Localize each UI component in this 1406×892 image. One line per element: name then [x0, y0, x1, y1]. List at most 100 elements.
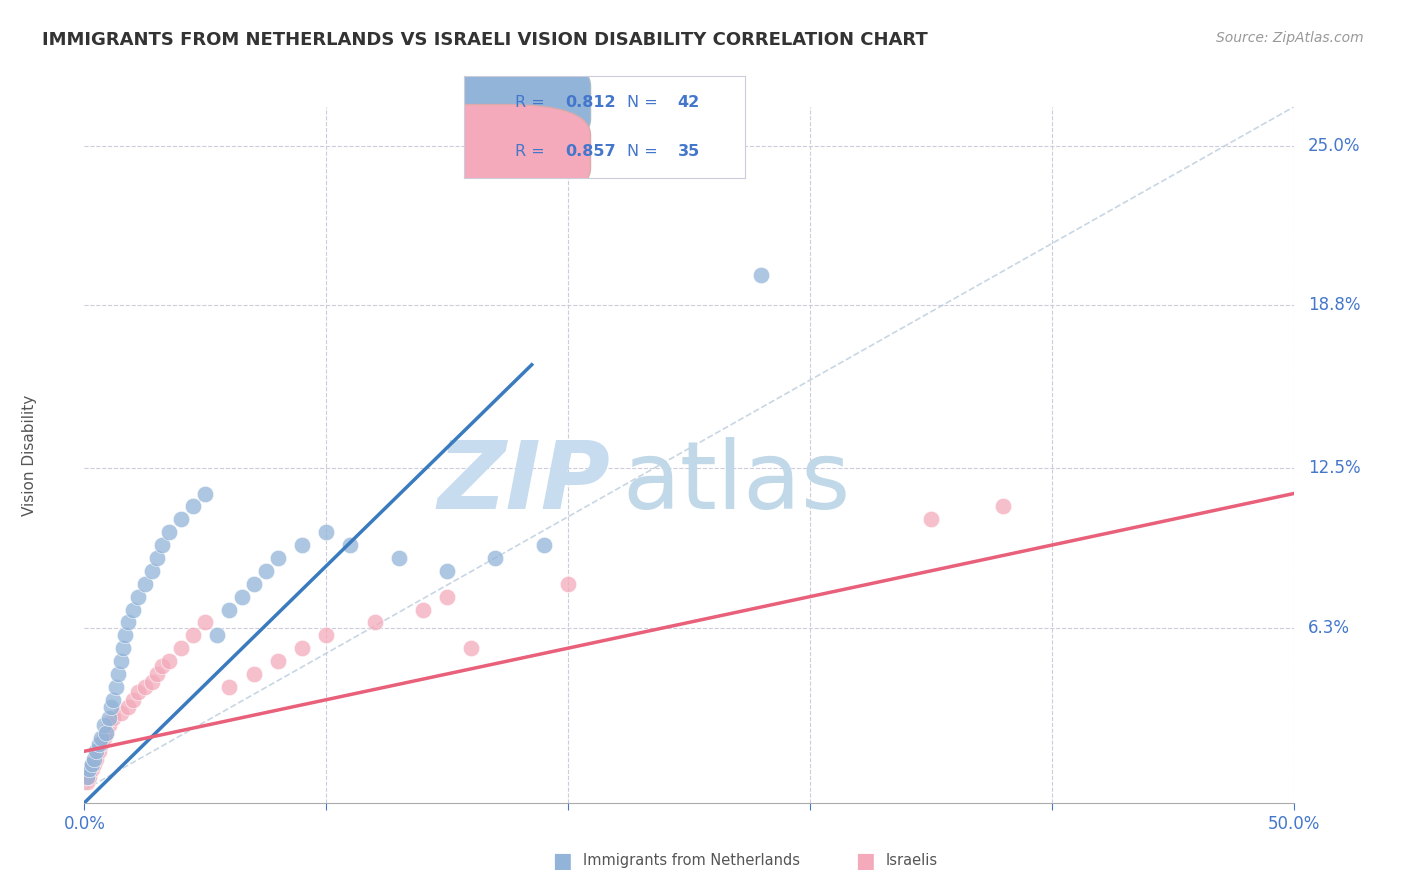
Point: [150, 538, 173, 552]
Point: [170, 641, 193, 656]
Text: 42: 42: [678, 95, 700, 110]
Point: [93, 718, 115, 732]
Point: [77, 762, 100, 776]
Point: [77, 770, 100, 784]
Point: [533, 538, 555, 552]
Point: [87, 737, 110, 751]
Point: [920, 512, 942, 526]
Point: [127, 685, 149, 699]
Point: [103, 711, 125, 725]
Point: [218, 680, 240, 694]
Text: R =: R =: [515, 95, 550, 110]
Point: [267, 654, 290, 668]
Point: [194, 615, 217, 630]
Point: [146, 551, 169, 566]
Point: [315, 525, 337, 540]
Point: [94, 726, 117, 740]
Point: [100, 700, 122, 714]
Text: 35: 35: [678, 145, 700, 160]
Text: 6.3%: 6.3%: [1308, 618, 1350, 637]
Point: [134, 576, 156, 591]
Point: [231, 590, 253, 604]
Point: [112, 641, 135, 656]
Text: ■: ■: [855, 851, 875, 871]
Point: [110, 706, 132, 720]
Point: [388, 551, 411, 566]
Text: Israelis: Israelis: [886, 854, 938, 868]
Text: Vision Disability: Vision Disability: [22, 394, 38, 516]
Point: [993, 500, 1015, 514]
Point: [117, 615, 139, 630]
Point: [291, 641, 314, 656]
Point: [412, 602, 434, 616]
Point: [94, 726, 117, 740]
Point: [104, 680, 127, 694]
Point: [87, 744, 110, 758]
Point: [181, 500, 204, 514]
Point: [751, 268, 773, 282]
Text: IMMIGRANTS FROM NETHERLANDS VS ISRAELI VISION DISABILITY CORRELATION CHART: IMMIGRANTS FROM NETHERLANDS VS ISRAELI V…: [42, 31, 928, 49]
Point: [170, 512, 193, 526]
Point: [83, 752, 105, 766]
Text: 25.0%: 25.0%: [1308, 136, 1361, 154]
Point: [121, 692, 143, 706]
Point: [121, 602, 143, 616]
Point: [363, 615, 385, 630]
Point: [141, 674, 163, 689]
Text: ■: ■: [553, 851, 572, 871]
Point: [436, 564, 458, 578]
Point: [181, 628, 204, 642]
Point: [194, 486, 217, 500]
Point: [207, 628, 229, 642]
Point: [315, 628, 337, 642]
FancyBboxPatch shape: [385, 104, 591, 199]
Point: [157, 654, 180, 668]
Point: [127, 590, 149, 604]
Point: [86, 752, 108, 766]
FancyBboxPatch shape: [385, 55, 591, 150]
Text: 0.857: 0.857: [565, 145, 616, 160]
Point: [218, 602, 240, 616]
Point: [436, 590, 458, 604]
Point: [76, 775, 98, 789]
Point: [254, 564, 277, 578]
Point: [150, 659, 173, 673]
Point: [557, 576, 579, 591]
Text: N =: N =: [627, 145, 664, 160]
Text: N =: N =: [627, 95, 664, 110]
Text: Immigrants from Netherlands: Immigrants from Netherlands: [583, 854, 800, 868]
Point: [86, 744, 108, 758]
Point: [134, 680, 156, 694]
Text: Source: ZipAtlas.com: Source: ZipAtlas.com: [1216, 31, 1364, 45]
Point: [146, 667, 169, 681]
Point: [83, 757, 105, 772]
Text: R =: R =: [515, 145, 550, 160]
Point: [80, 757, 103, 772]
Point: [107, 667, 129, 681]
Point: [242, 667, 264, 681]
Point: [117, 700, 139, 714]
Point: [80, 762, 103, 776]
Point: [157, 525, 180, 540]
Point: [90, 737, 112, 751]
Text: 12.5%: 12.5%: [1308, 458, 1361, 477]
Text: 0.812: 0.812: [565, 95, 616, 110]
Point: [97, 711, 120, 725]
Point: [97, 718, 120, 732]
Point: [339, 538, 361, 552]
Point: [242, 576, 264, 591]
Point: [267, 551, 290, 566]
Text: ZIP: ZIP: [437, 437, 610, 529]
Point: [291, 538, 314, 552]
Point: [141, 564, 163, 578]
Point: [90, 731, 112, 746]
Point: [76, 770, 98, 784]
Text: atlas: atlas: [623, 437, 851, 529]
Point: [484, 551, 506, 566]
Point: [460, 641, 482, 656]
Point: [110, 654, 132, 668]
Text: 18.8%: 18.8%: [1308, 296, 1361, 315]
Point: [103, 692, 125, 706]
Point: [114, 628, 136, 642]
Point: [93, 731, 115, 746]
